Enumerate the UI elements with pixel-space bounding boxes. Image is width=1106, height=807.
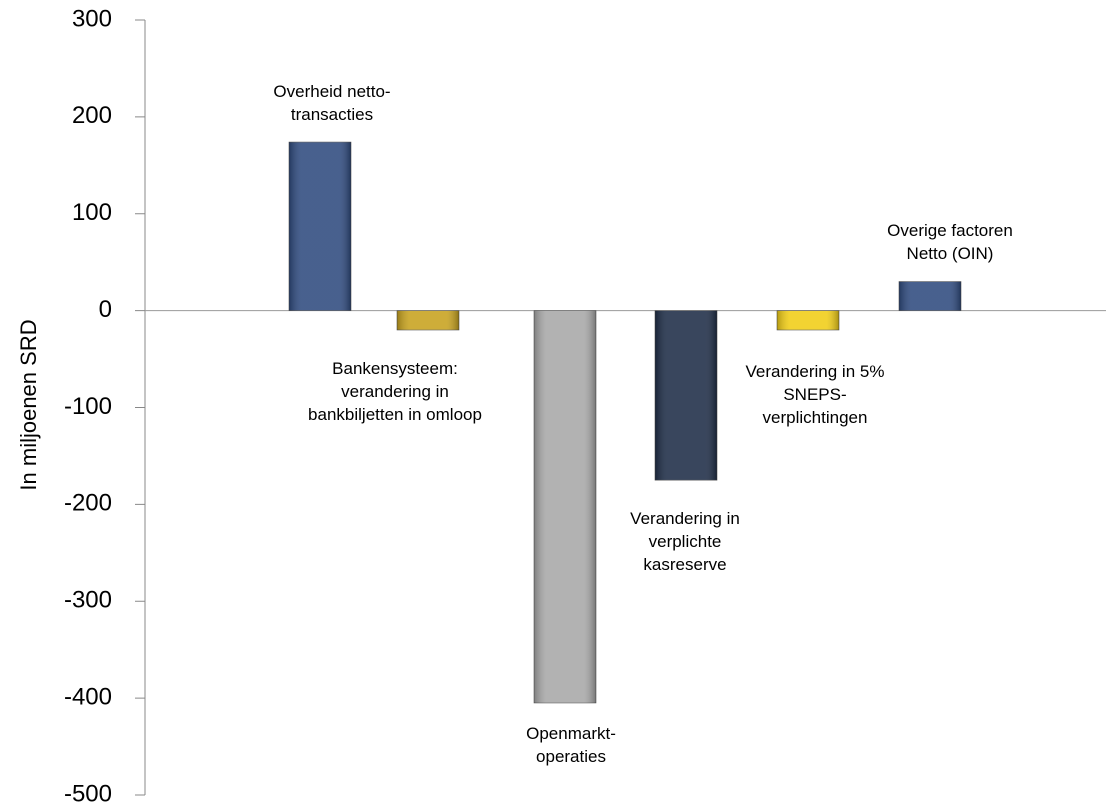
y-tick-label: -400 — [64, 683, 112, 710]
category-label-line: operaties — [536, 747, 606, 766]
category-label: Overheid netto-transacties — [273, 82, 390, 124]
bar — [533, 310, 597, 704]
y-axis-title: In miljoenen SRD — [16, 319, 41, 490]
category-label-line: verandering in — [341, 382, 449, 401]
category-label-line: Bankensysteem: — [332, 359, 458, 378]
category-label-line: Overige factoren — [887, 221, 1013, 240]
y-tick-label: -100 — [64, 393, 112, 420]
category-label-line: kasreserve — [643, 555, 726, 574]
bar — [898, 281, 962, 311]
bar — [396, 310, 460, 331]
category-label-line: verplichte — [649, 532, 722, 551]
category-label-line: verplichtingen — [763, 408, 868, 427]
y-tick-label: 100 — [72, 199, 112, 226]
bar — [288, 141, 352, 311]
y-tick-label: -200 — [64, 490, 112, 517]
bar — [654, 310, 718, 481]
category-label-line: Verandering in 5% — [746, 362, 885, 381]
category-label: Bankensysteem: verandering in bankbiljette… — [308, 359, 482, 424]
category-label: Overige factoren Netto (OIN) — [887, 221, 1013, 263]
category-label-line: Verandering in — [630, 509, 740, 528]
category-label: Verandering in verplichte kasreserve — [630, 509, 740, 574]
category-label-line: bankbiljetten in omloop — [308, 405, 482, 424]
category-label-line: Netto (OIN) — [907, 244, 994, 263]
bar — [776, 310, 840, 331]
category-label: Openmarkt-operaties — [526, 724, 616, 766]
y-tick-label: 300 — [72, 5, 112, 32]
category-label-line: Overheid netto- — [273, 82, 390, 101]
category-label-line: SNEPS- — [783, 385, 846, 404]
category-label: Verandering in 5% SNEPS-verplichtingen — [746, 362, 885, 427]
category-label-line: Openmarkt- — [526, 724, 616, 743]
y-tick-label: 200 — [72, 102, 112, 129]
y-tick-label: 0 — [99, 296, 112, 323]
y-tick-label: -500 — [64, 780, 112, 807]
y-tick-label: -300 — [64, 587, 112, 614]
category-label-line: transacties — [291, 105, 373, 124]
